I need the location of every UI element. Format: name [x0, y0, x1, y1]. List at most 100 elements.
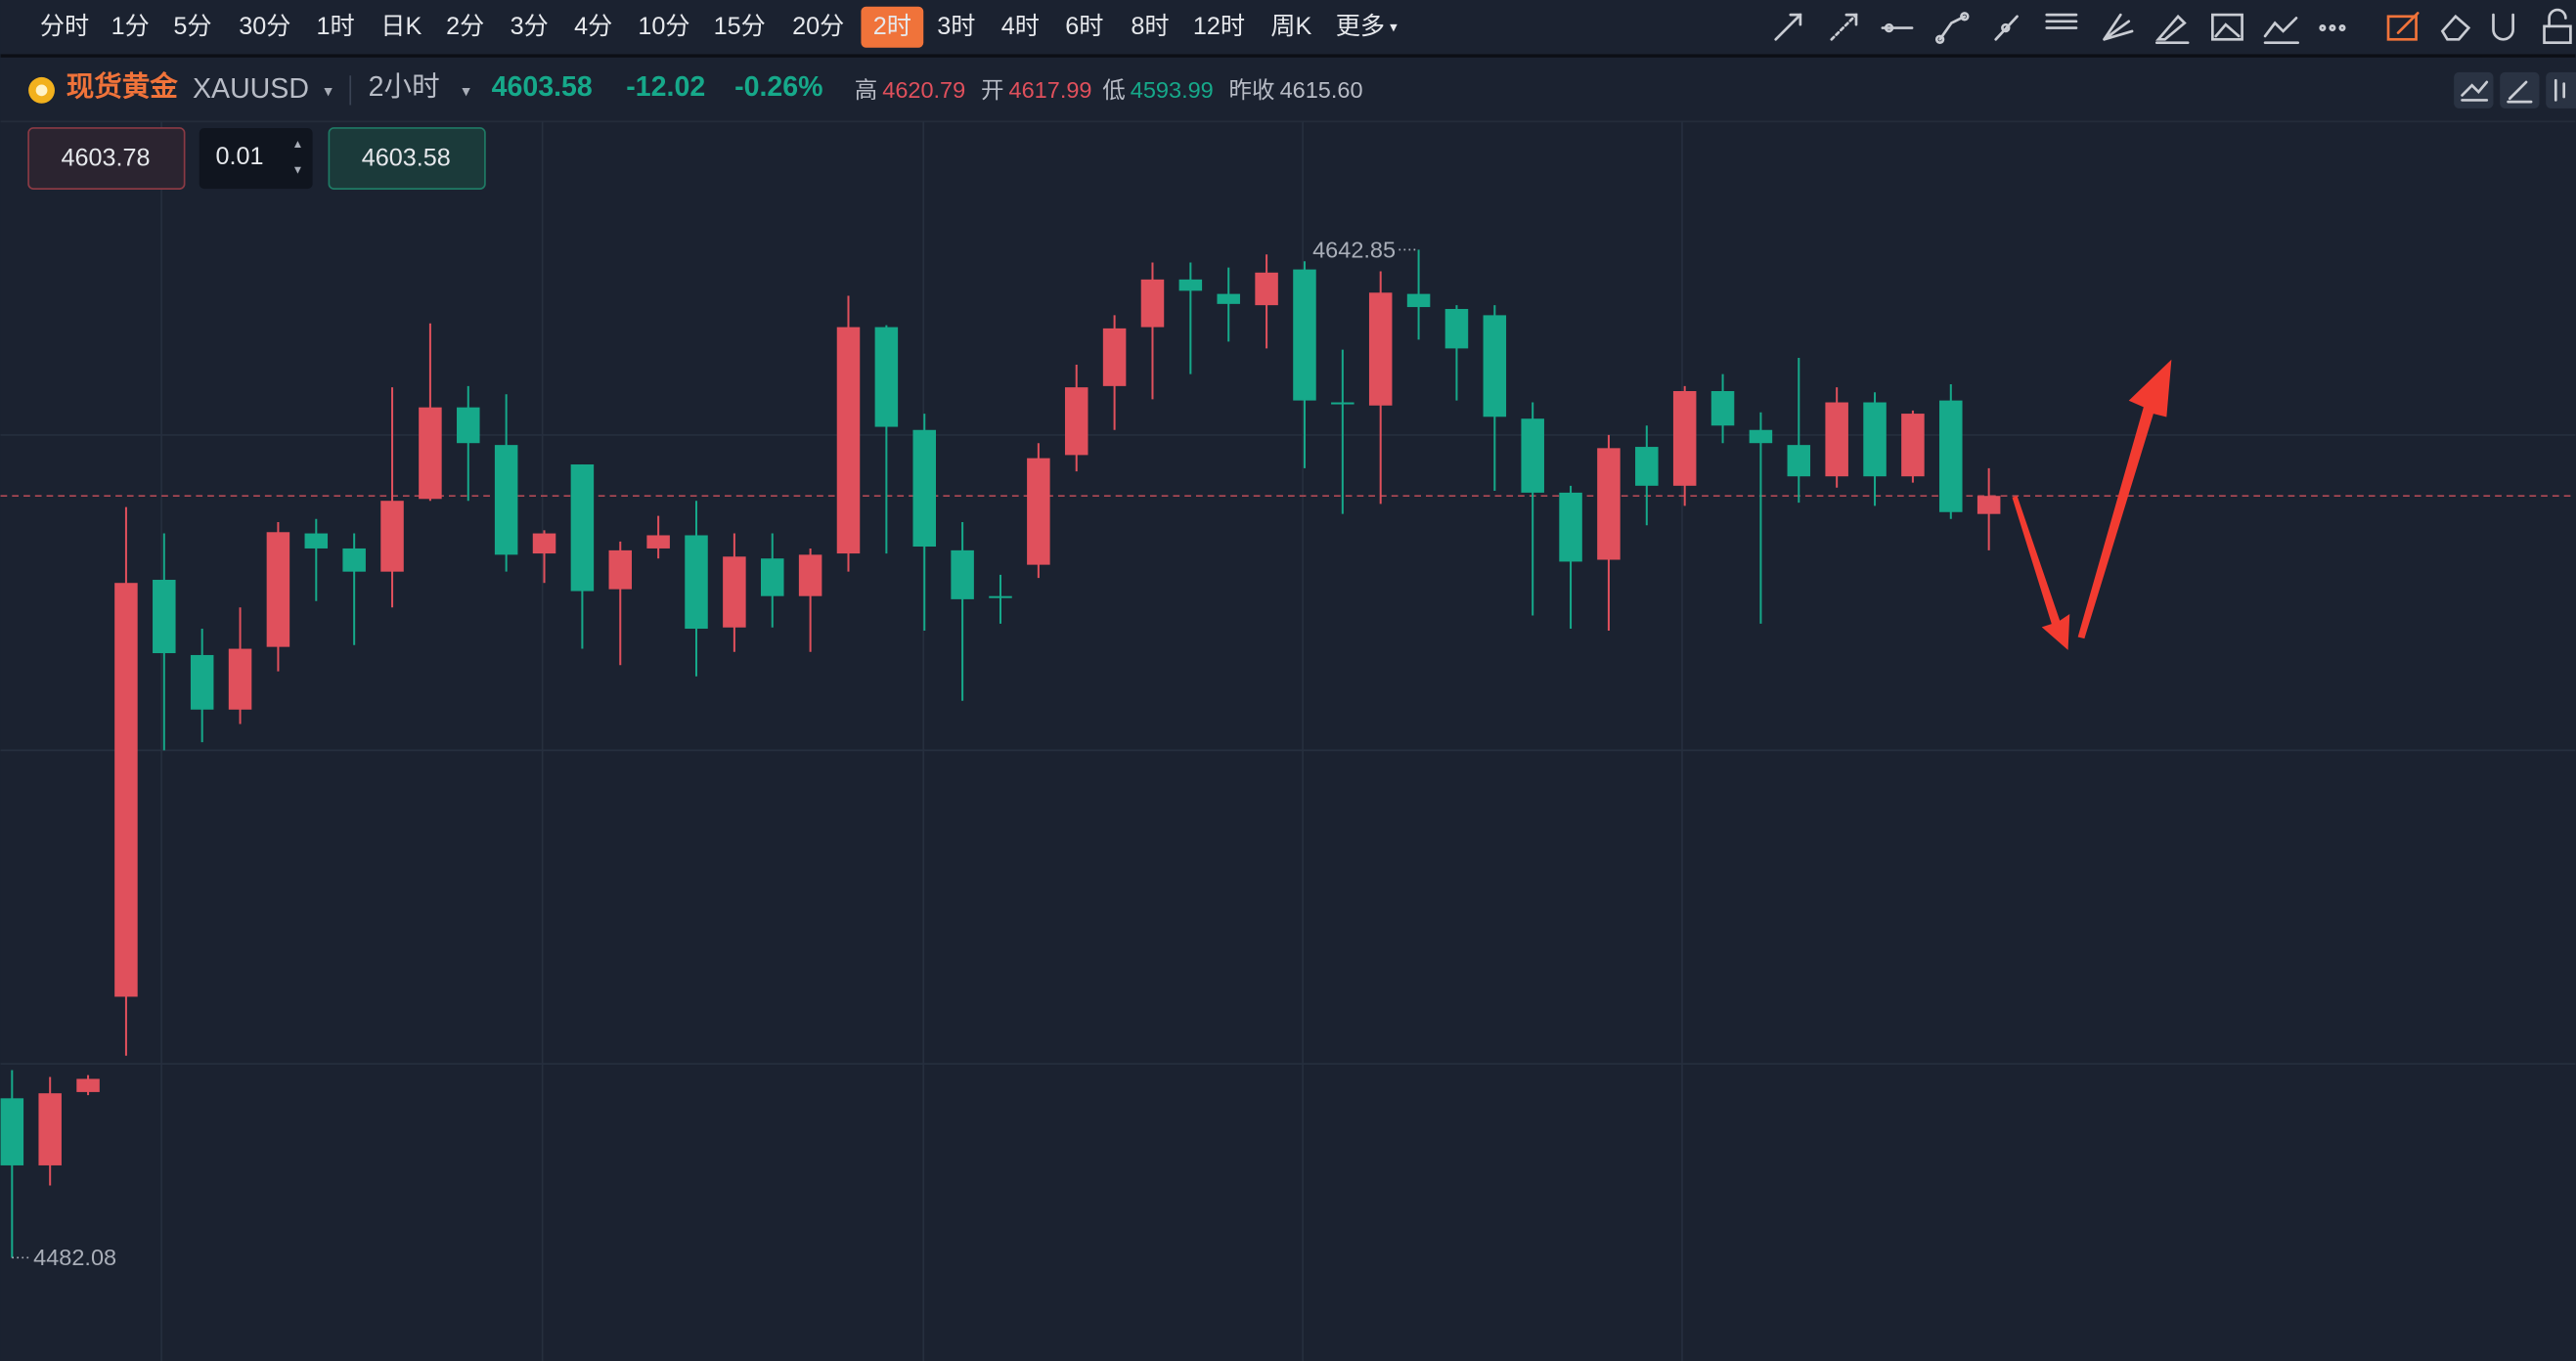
period-button[interactable]: 周K [1270, 13, 1311, 40]
period-button[interactable]: 4分 [574, 13, 612, 40]
candle-body [608, 549, 633, 590]
quantity-input[interactable] [199, 127, 313, 190]
candle-body [38, 1093, 62, 1165]
period-button[interactable]: 6时 [1065, 13, 1103, 40]
low-annotation: 4482.08 [33, 1245, 116, 1270]
candlestick-chart: 4642.85 4482.08 [0, 237, 2576, 1270]
candle-body [532, 533, 556, 554]
candle-body [1635, 447, 1659, 486]
spin-down[interactable]: ▼ [292, 164, 304, 177]
more-caret[interactable]: ▾ [1390, 20, 1398, 36]
period-select[interactable]: 2小时 [369, 71, 440, 103]
candle-body [874, 327, 899, 427]
candle-body [380, 501, 404, 572]
toolbar-border [0, 54, 2576, 58]
dropdown-caret[interactable]: ▾ [462, 81, 470, 100]
period-button[interactable]: 15分 [714, 13, 766, 40]
period-button[interactable]: 20分 [792, 13, 844, 40]
stat-value: 4620.79 [882, 77, 965, 103]
period-button[interactable]: 3时 [937, 13, 975, 40]
candle-body [912, 429, 936, 548]
candle-body [342, 548, 366, 572]
candle-body [836, 327, 861, 554]
instrument-symbol[interactable]: XAUUSD [193, 73, 309, 105]
candle-body [0, 1098, 24, 1165]
last-price: 4603.58 [492, 71, 593, 103]
candle-body [1331, 402, 1355, 405]
period-button[interactable]: 1时 [317, 13, 355, 40]
instrument-name[interactable]: 现货黄金 [67, 70, 179, 103]
period-button[interactable]: 30分 [239, 13, 290, 40]
candle-body [153, 580, 176, 654]
candle-body [1939, 400, 1963, 512]
stat-label: 高 [855, 77, 877, 103]
period-button[interactable]: 更多 [1336, 13, 1385, 40]
high-annotation: 4642.85 [1312, 237, 1396, 262]
candle-body [1255, 272, 1278, 306]
candle-body [457, 407, 480, 444]
active-period-bg [861, 6, 924, 48]
candle-body [1140, 279, 1165, 328]
period-button[interactable]: 2时 [873, 13, 911, 40]
candle-body [951, 549, 974, 599]
period-button[interactable]: 8时 [1131, 13, 1169, 40]
spin-up[interactable]: ▲ [292, 138, 304, 151]
period-button[interactable]: 3分 [511, 13, 549, 40]
candle-body [1064, 387, 1088, 456]
candle-body [685, 535, 708, 630]
period-button[interactable]: 2分 [446, 13, 484, 40]
period-button[interactable]: 10分 [638, 13, 689, 40]
period-button[interactable]: 4时 [1001, 13, 1040, 40]
buy-button[interactable] [328, 127, 486, 190]
candle-body [1825, 402, 1848, 477]
candle-body [1102, 328, 1127, 386]
candle-body [1027, 458, 1050, 565]
drawn-arrows [2012, 359, 2172, 650]
sell-button[interactable] [27, 127, 186, 190]
candle-body [190, 654, 214, 710]
candle-body [989, 595, 1012, 598]
stat-value: 4617.99 [1009, 77, 1092, 103]
candle-body [1483, 315, 1507, 417]
candle-body [1710, 390, 1735, 426]
indicator-buttons[interactable] [2454, 71, 2576, 109]
candle-body [1597, 448, 1621, 560]
candle-body [266, 532, 290, 647]
candle-body [1901, 414, 1925, 477]
candle-body [1293, 269, 1316, 401]
period-button[interactable]: 分时 [40, 13, 89, 40]
candle-body [304, 533, 329, 549]
candle-body [723, 556, 746, 628]
candle-body [570, 464, 595, 592]
candle-body [1217, 293, 1240, 304]
period-button[interactable]: 5分 [173, 13, 211, 40]
dropdown-caret[interactable]: ▾ [324, 81, 333, 100]
candle-body [419, 407, 442, 500]
candle-body [1521, 418, 1544, 493]
drawing-tools[interactable] [1774, 8, 2572, 45]
coin-icon-inner [35, 84, 48, 97]
candle-body [76, 1078, 100, 1092]
period-button[interactable]: 日K [380, 13, 422, 40]
period-toolbar: 分时 1分 5分 30分 1时 日K 2分 3分 4分 10分 15分 20分 2时 3时 4时 6时 8时 12… [40, 6, 1385, 48]
candle-body [798, 554, 822, 596]
stat-value: 4593.99 [1131, 77, 1214, 103]
candle-body [1406, 293, 1431, 308]
candle-body [1749, 429, 1773, 444]
sell-price[interactable]: 4603.78 [62, 145, 151, 172]
buy-price[interactable]: 4603.58 [362, 145, 451, 172]
candle-body [1672, 390, 1697, 486]
candle-body [646, 535, 670, 549]
quantity[interactable]: 0.01 [216, 143, 264, 170]
candle-body [1368, 292, 1393, 406]
stat-label: 低 [1102, 77, 1125, 103]
period-button[interactable]: 1分 [111, 13, 150, 40]
candle-body [114, 583, 138, 997]
candle-body [1787, 445, 1811, 477]
period-button[interactable]: 12时 [1193, 13, 1245, 40]
stat-label: 昨收 [1229, 77, 1275, 103]
price-change: -12.02 [626, 71, 705, 103]
